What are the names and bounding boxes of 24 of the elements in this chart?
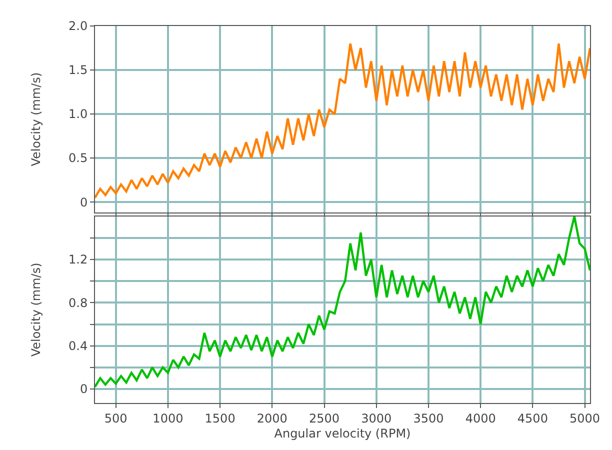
x-tick-label: 2000 <box>256 411 288 426</box>
x-tick-label: 4000 <box>465 411 496 426</box>
y-axis-title: Velocity (mm/s) <box>28 72 43 166</box>
y-tick-label: 1.5 <box>68 63 88 78</box>
x-tick-label: 5000 <box>570 411 600 426</box>
y-tick-label: 0.8 <box>68 296 88 310</box>
line-series <box>95 216 590 388</box>
x-tick-label: 2500 <box>308 411 340 426</box>
x-tick-label: 3000 <box>361 411 392 426</box>
x-tick-label: 1000 <box>152 411 184 426</box>
line-series <box>95 42 590 199</box>
y-tick-label: 1.2 <box>68 252 88 267</box>
y-tick-label: 0 <box>80 195 88 210</box>
y-tick-label: 0.5 <box>68 151 88 166</box>
x-tick-label: 3500 <box>413 411 444 426</box>
x-tick-label: 500 <box>104 411 128 426</box>
y-tick-label: 1.0 <box>68 107 88 122</box>
y-tick-label: 0 <box>80 382 88 396</box>
y-axis-title: Velocity (mm/s) <box>28 262 43 357</box>
x-tick-label: 4500 <box>517 411 548 426</box>
y-tick-label: 0.4 <box>68 339 88 354</box>
y-tick-label: 2.0 <box>68 19 88 34</box>
x-axis-title: Angular velocity (RPM) <box>274 426 411 440</box>
x-tick-label: 1500 <box>204 411 236 426</box>
